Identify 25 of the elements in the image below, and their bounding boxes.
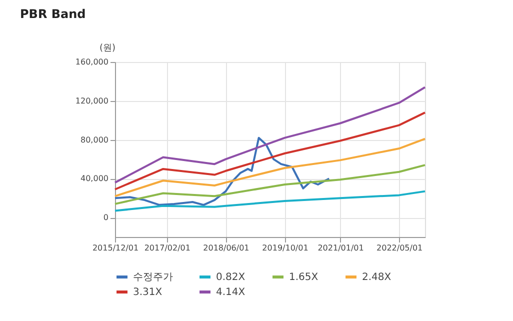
legend-label: 3.31X	[133, 287, 162, 298]
line-series	[114, 190, 426, 212]
x-tick-label: 2021/01/01	[318, 244, 364, 252]
x-tick-label: 2017/02/01	[144, 244, 190, 252]
y-axis-title: (원)	[99, 44, 116, 54]
line-series	[114, 112, 426, 190]
legend-label: 수정주가	[133, 272, 173, 283]
legend-label: 4.14X	[216, 287, 246, 298]
y-tick-label: 120,000	[75, 96, 108, 106]
line-series	[114, 138, 426, 198]
line-series	[114, 164, 426, 205]
legend-label: 1.65X	[289, 272, 318, 283]
x-tick-label: 2018/06/01	[203, 244, 250, 252]
y-tick-label: 80,000	[80, 135, 108, 144]
line-series	[114, 86, 426, 184]
x-tick-label: 2019/10/01	[262, 244, 308, 252]
x-tick-label: 2015/12/01	[92, 244, 139, 252]
x-tick-label: 2022/05/01	[376, 244, 423, 252]
y-tick-label: 0	[103, 213, 108, 222]
y-tick-label: 40,000	[80, 174, 108, 184]
y-tick-label: 160,000	[75, 58, 108, 66]
legend-label: 2.48X	[362, 272, 392, 283]
line-series	[114, 136, 330, 206]
legend-label: 0.82X	[216, 272, 246, 283]
chart-title: PBR Band	[20, 7, 86, 21]
